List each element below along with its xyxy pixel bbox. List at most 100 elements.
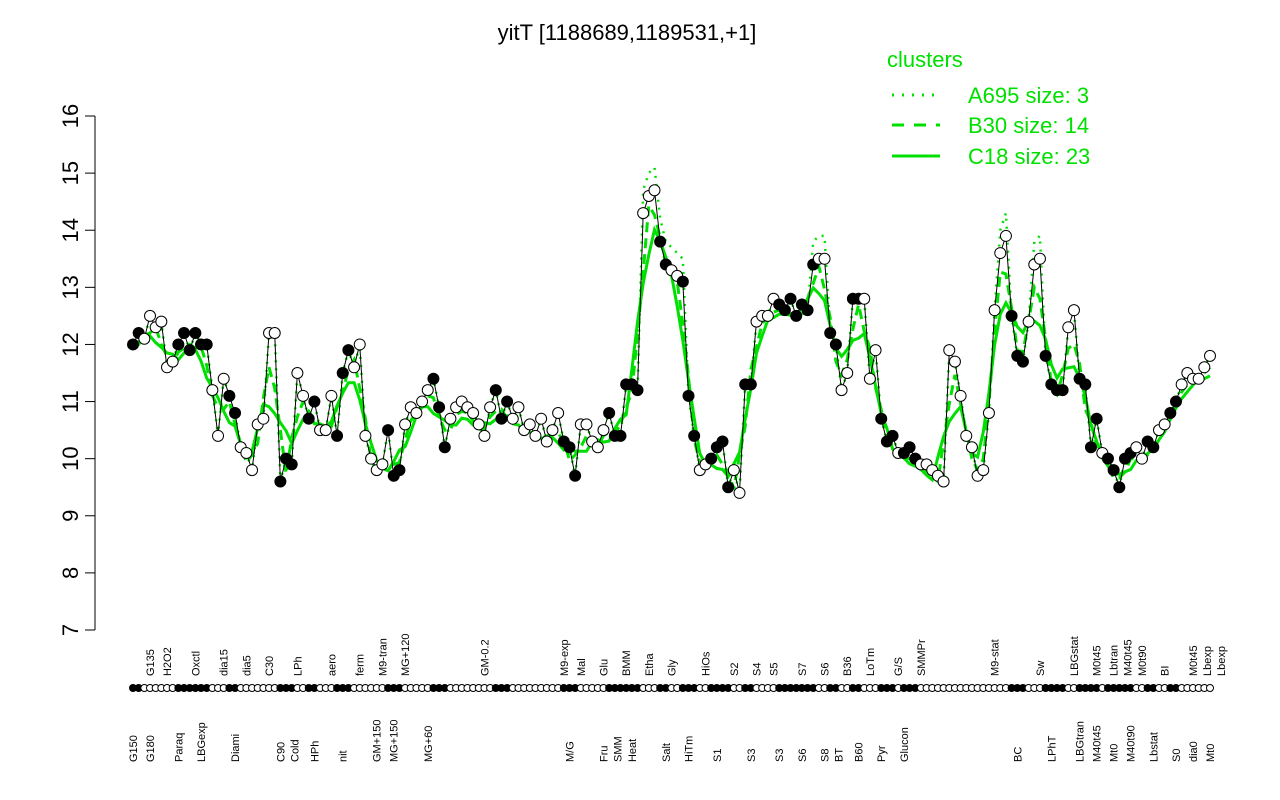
data-point bbox=[291, 367, 304, 379]
y-axis: 7 8 9 10 11 12 13 14 15 16 bbox=[58, 104, 96, 636]
data-point bbox=[540, 435, 553, 448]
data-point bbox=[319, 424, 332, 437]
data-point bbox=[631, 384, 644, 397]
x-label-bottom: Pyr bbox=[876, 745, 888, 762]
data-point bbox=[818, 252, 831, 265]
x-label-top: dia15 bbox=[219, 649, 231, 676]
y-tick-label: 10 bbox=[58, 446, 83, 470]
y-tick-label: 8 bbox=[58, 567, 83, 579]
data-point bbox=[229, 406, 242, 419]
data-point bbox=[778, 304, 791, 317]
data-point bbox=[1158, 418, 1171, 431]
x-label-bottom: Mt0 bbox=[1109, 744, 1121, 762]
data-point bbox=[257, 412, 270, 425]
x-labels: G135 H2O2 Oxctl dia15 dia5 C30 LPh aero ferm M9-t… bbox=[128, 634, 1228, 763]
x-label-bottom: S1 bbox=[712, 749, 724, 762]
rug-mark bbox=[1206, 684, 1214, 692]
data-point bbox=[563, 441, 576, 454]
data-point bbox=[183, 344, 196, 357]
data-point bbox=[535, 412, 548, 425]
x-label-top: Mal bbox=[576, 658, 588, 676]
data-point bbox=[217, 372, 230, 385]
data-point bbox=[988, 304, 1001, 317]
data-point bbox=[863, 372, 876, 385]
x-label-top: C30 bbox=[264, 656, 276, 676]
x-label-bottom: M/G bbox=[564, 741, 576, 762]
data-point bbox=[342, 344, 355, 357]
data-point bbox=[569, 469, 582, 482]
cluster-line-a695 bbox=[131, 164, 1212, 494]
data-point bbox=[223, 389, 236, 402]
data-point bbox=[495, 412, 508, 425]
data-point bbox=[1067, 304, 1080, 317]
y-tick-label: 15 bbox=[58, 161, 83, 185]
data-point bbox=[325, 389, 338, 402]
x-label-bottom: Mt0 bbox=[1205, 744, 1217, 762]
data-point bbox=[1135, 452, 1148, 465]
data-point bbox=[829, 338, 842, 351]
y-tick-label: 12 bbox=[58, 332, 83, 356]
legend-title: clusters bbox=[887, 47, 963, 72]
legend-label-c18: C18 size: 23 bbox=[968, 144, 1090, 169]
data-point bbox=[999, 229, 1012, 242]
data-point bbox=[302, 412, 315, 425]
x-label-bottom: Diami bbox=[230, 734, 242, 762]
data-point bbox=[1164, 406, 1177, 419]
x-label-bottom: S0 bbox=[1171, 749, 1183, 762]
data-point bbox=[189, 327, 202, 340]
data-point bbox=[1169, 395, 1182, 408]
data-point bbox=[1062, 321, 1075, 334]
data-point bbox=[943, 344, 956, 357]
x-label-bottom: B60 bbox=[854, 742, 866, 762]
data-point bbox=[722, 481, 735, 494]
data-point bbox=[421, 384, 434, 397]
x-label-bottom: MG+150 bbox=[389, 720, 401, 763]
data-point bbox=[614, 429, 627, 442]
data-point bbox=[716, 435, 729, 448]
x-label-top: LPh bbox=[292, 656, 304, 676]
x-label-bottom: M40t45 bbox=[1092, 725, 1104, 762]
data-point bbox=[960, 429, 973, 442]
x-label-bottom: MG+60 bbox=[423, 726, 435, 762]
x-label-top: Sw bbox=[1035, 661, 1047, 676]
data-point bbox=[1056, 384, 1069, 397]
x-label-bottom: Glucon bbox=[899, 727, 911, 762]
data-point bbox=[858, 292, 871, 305]
data-point bbox=[427, 372, 440, 385]
data-point bbox=[552, 406, 565, 419]
x-label-top: S7 bbox=[797, 663, 809, 676]
y-tick-label: 14 bbox=[58, 218, 83, 242]
x-label-top: LBGstat bbox=[1069, 636, 1081, 676]
x-label-top: M9-exp bbox=[559, 639, 571, 676]
data-point bbox=[591, 441, 604, 454]
data-point bbox=[1130, 441, 1143, 454]
x-label-top: Gly bbox=[667, 659, 679, 676]
x-label-bottom: G180 bbox=[145, 735, 157, 762]
x-label-top: ferm bbox=[355, 654, 367, 676]
data-point bbox=[682, 389, 695, 402]
x-label-bottom: nit bbox=[338, 750, 350, 762]
x-label-top: S6 bbox=[820, 663, 832, 676]
x-label-top: M40t45 bbox=[1123, 639, 1135, 676]
x-label-top: Glu bbox=[598, 659, 610, 676]
x-label-bottom: Heat bbox=[627, 739, 639, 762]
data-point bbox=[268, 327, 281, 340]
data-point bbox=[841, 367, 854, 379]
x-label-top: M0t90 bbox=[1137, 645, 1149, 676]
data-point bbox=[308, 395, 321, 408]
x-label-top: G/S bbox=[893, 657, 905, 676]
x-label-top: Lbexp bbox=[1216, 646, 1228, 676]
x-label-bottom: G150 bbox=[128, 735, 140, 762]
data-point bbox=[297, 389, 310, 402]
x-label-bottom: S8 bbox=[820, 749, 832, 762]
chart-title: yitT [1188689,1189531,+1] bbox=[498, 20, 757, 45]
data-point bbox=[178, 327, 191, 340]
data-point bbox=[212, 429, 225, 442]
data-point bbox=[761, 309, 774, 322]
data-point bbox=[727, 464, 740, 477]
x-label-bottom: Fru bbox=[598, 746, 610, 763]
data-point bbox=[824, 327, 837, 340]
data-point bbox=[365, 452, 378, 465]
data-point bbox=[393, 464, 406, 477]
data-point bbox=[127, 338, 139, 351]
